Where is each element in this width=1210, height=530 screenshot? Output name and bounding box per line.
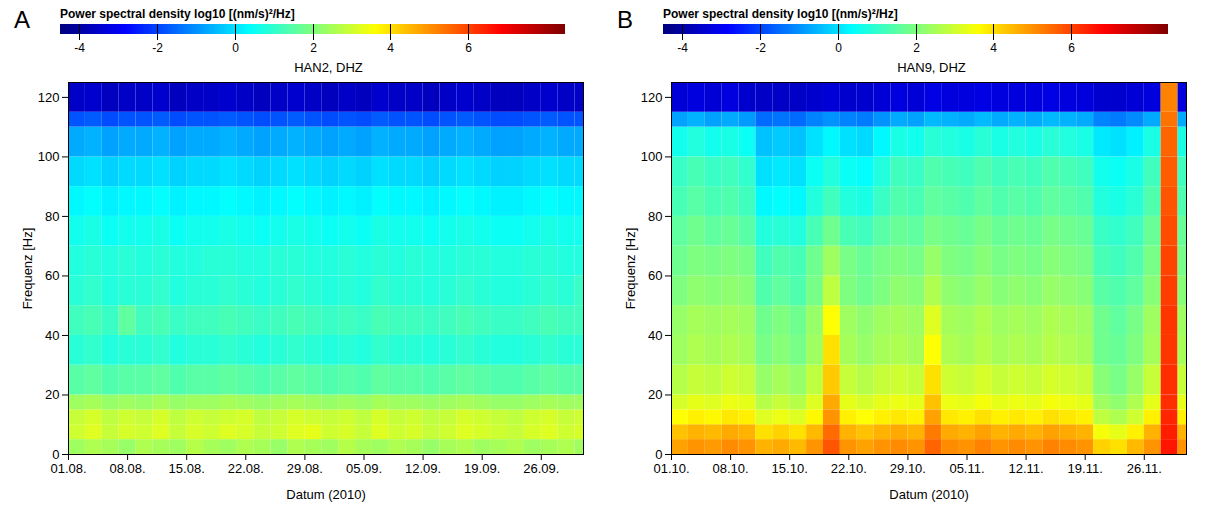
svg-text:80: 80 [45, 209, 59, 224]
html-text:B: B [617, 6, 633, 33]
svg-text:Datum (2010): Datum (2010) [889, 487, 968, 502]
svg-text:100: 100 [38, 149, 60, 164]
svg-text:26.09.: 26.09. [523, 461, 559, 476]
svg-text:-4: -4 [677, 41, 688, 55]
svg-text:Power spectral density log10 [: Power spectral density log10 [(nm/s)²/Hz… [663, 7, 898, 21]
svg-text:60: 60 [45, 268, 59, 283]
svg-text:120: 120 [641, 90, 663, 105]
svg-text:08.08.: 08.08. [110, 461, 146, 476]
svg-text:19.09.: 19.09. [464, 461, 500, 476]
svg-text:0: 0 [52, 447, 59, 462]
svg-text:40: 40 [45, 328, 59, 343]
svg-text:22.10.: 22.10. [831, 461, 867, 476]
svg-text:05.09.: 05.09. [346, 461, 382, 476]
svg-text:80: 80 [648, 209, 662, 224]
svg-text:Frequenz [Hz]: Frequenz [Hz] [623, 228, 638, 310]
html-text:HAN2, DHZ: HAN2, DHZ [294, 60, 363, 75]
svg-text:-4: -4 [74, 41, 85, 55]
svg-text:-2: -2 [152, 41, 163, 55]
svg-text:120: 120 [38, 90, 60, 105]
svg-text:01.08.: 01.08. [50, 461, 86, 476]
svg-text:15.10.: 15.10. [772, 461, 808, 476]
svg-text:15.08.: 15.08. [169, 461, 205, 476]
svg-text:60: 60 [648, 268, 662, 283]
svg-text:26.11.: 26.11. [1127, 461, 1162, 476]
svg-text:40: 40 [648, 328, 662, 343]
html-text:A: A [14, 6, 30, 33]
svg-text:12.09.: 12.09. [405, 461, 441, 476]
svg-text:4: 4 [990, 41, 997, 55]
svg-text:2: 2 [310, 41, 317, 55]
svg-text:01.10.: 01.10. [653, 461, 689, 476]
svg-text:-2: -2 [755, 41, 766, 55]
svg-text:29.08.: 29.08. [287, 461, 323, 476]
svg-text:Frequenz [Hz]: Frequenz [Hz] [20, 228, 35, 310]
svg-text:0: 0 [232, 41, 239, 55]
svg-text:Datum (2010): Datum (2010) [286, 487, 365, 502]
svg-text:22.08.: 22.08. [228, 461, 264, 476]
svg-text:6: 6 [1068, 41, 1075, 55]
svg-text:19.11.: 19.11. [1068, 461, 1103, 476]
svg-text:Power spectral density log10 [: Power spectral density log10 [(nm/s)²/Hz… [60, 7, 295, 21]
svg-text:20: 20 [45, 387, 59, 402]
svg-text:100: 100 [641, 149, 663, 164]
svg-text:0: 0 [655, 447, 662, 462]
html-text:HAN9, DHZ: HAN9, DHZ [897, 60, 966, 75]
svg-text:12.11.: 12.11. [1008, 461, 1043, 476]
svg-text:0: 0 [835, 41, 842, 55]
svg-text:05.11.: 05.11. [949, 461, 984, 476]
svg-text:4: 4 [387, 41, 394, 55]
svg-text:29.10.: 29.10. [890, 461, 926, 476]
svg-text:20: 20 [648, 387, 662, 402]
svg-text:08.10.: 08.10. [713, 461, 749, 476]
svg-text:2: 2 [913, 41, 920, 55]
svg-text:6: 6 [465, 41, 472, 55]
